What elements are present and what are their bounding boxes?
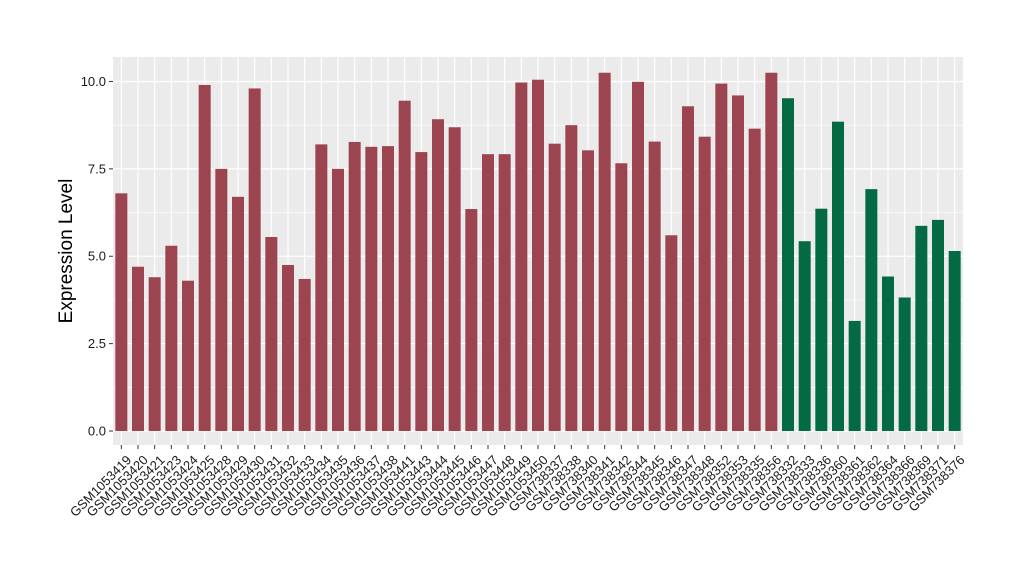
bar-GSM1053437 [365, 146, 378, 432]
bar-GSM738338 [565, 125, 578, 432]
bar-GSM738364 [882, 276, 894, 432]
bar-GSM1053438 [382, 146, 394, 432]
bar-GSM1053421 [148, 277, 161, 432]
bar-GSM1053441 [398, 100, 411, 432]
bar-GSM738362 [865, 189, 878, 432]
y-tick-label: 5.0 [88, 249, 106, 264]
bar-GSM1053419 [115, 193, 128, 432]
y-tick-label: 10.0 [81, 74, 106, 89]
bar-GSM1053433 [298, 278, 311, 432]
bar-GSM738342 [615, 163, 628, 432]
bar-GSM1053424 [182, 280, 194, 432]
bar-GSM738332 [782, 98, 794, 432]
bar-GSM1053428 [215, 168, 228, 432]
bar-GSM1053443 [415, 152, 428, 432]
bar-GSM738341 [598, 72, 611, 432]
bar-GSM738371 [932, 219, 944, 432]
bar-GSM1053448 [498, 154, 511, 432]
bar-GSM1053432 [282, 264, 294, 432]
y-tick-label: 2.5 [88, 336, 106, 351]
bar-GSM738335 [748, 128, 761, 432]
bar-GSM738366 [898, 297, 911, 432]
y-axis-title: Expression Level [56, 179, 77, 324]
bar-GSM738361 [848, 320, 861, 432]
y-tick-label: 7.5 [88, 161, 106, 176]
bar-GSM738344 [632, 81, 644, 432]
bar-GSM1053425 [198, 84, 211, 432]
bars [115, 72, 961, 432]
bar-GSM738353 [732, 95, 744, 432]
bar-GSM1053450 [532, 79, 544, 432]
bar-GSM738345 [648, 141, 661, 432]
bar-GSM738352 [715, 83, 728, 432]
bar-GSM1053420 [132, 266, 144, 432]
bar-GSM738340 [582, 150, 594, 432]
bar-GSM1053431 [265, 237, 278, 432]
bar-GSM738369 [915, 225, 928, 432]
bar-GSM1053446 [465, 209, 478, 432]
bar-GSM1053430 [248, 88, 261, 432]
bar-GSM738333 [798, 241, 811, 432]
bar-GSM738336 [815, 208, 828, 432]
bar-GSM738337 [548, 143, 561, 432]
bar-GSM1053444 [432, 119, 444, 432]
bar-GSM1053423 [165, 245, 178, 432]
y-tick-label: 0.0 [88, 424, 106, 439]
bar-GSM1053429 [232, 196, 244, 432]
bar-GSM1053435 [332, 168, 344, 432]
bar-GSM1053445 [448, 127, 461, 432]
axes: 0.02.55.07.510.0GSM1053419GSM1053420GSM1… [67, 74, 968, 520]
bar-GSM1053447 [482, 154, 494, 432]
bar-GSM738348 [698, 136, 711, 432]
bar-GSM1053449 [515, 82, 528, 432]
bar-GSM738360 [832, 121, 844, 432]
bar-GSM1053434 [315, 144, 328, 432]
bar-GSM738346 [665, 235, 678, 432]
bar-GSM738376 [948, 251, 961, 432]
bar-GSM738347 [682, 106, 694, 432]
bar-GSM738356 [765, 72, 778, 432]
bar-GSM1053436 [348, 141, 361, 432]
